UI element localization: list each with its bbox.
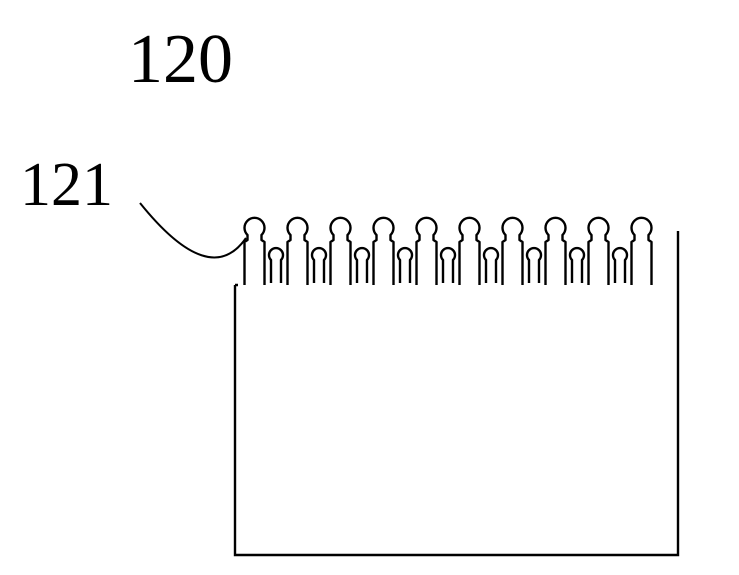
- leader-line-121: [140, 203, 246, 257]
- tooth-outline: [235, 218, 652, 285]
- diagram-svg: [0, 0, 739, 575]
- teeth-group: [235, 218, 652, 285]
- comb-body-outline: [235, 231, 678, 555]
